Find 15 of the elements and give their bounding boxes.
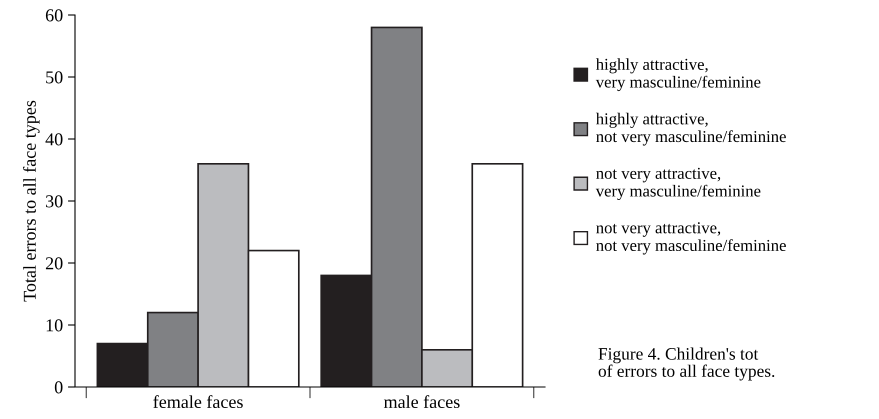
legend-label: not very attractive, not very masculine/feminine <box>596 222 786 254</box>
y-tick-label: 10 <box>46 319 63 332</box>
y-tick-label: 50 <box>46 71 63 84</box>
legend-label: highly attractive, not very masculine/feminine <box>596 112 786 146</box>
y-tick-label: 0 <box>54 381 63 394</box>
y-tick-label: 30 <box>46 195 63 208</box>
x-tick-label: female faces <box>153 395 243 408</box>
caption: Figure 4. Children's tot of errors to all face types. <box>598 348 774 380</box>
y-tick-label: 40 <box>45 133 63 146</box>
y-tick-label: 60 <box>46 9 63 22</box>
x-tick-label: male faces <box>384 395 460 408</box>
legend-label: highly attractive, very masculine/feminine <box>596 58 760 92</box>
y-tick-label: 20 <box>46 257 63 270</box>
legend-label: not very attractive, very masculine/feminine <box>596 168 760 200</box>
y-axis-title: Total errors to all face types <box>22 100 40 302</box>
